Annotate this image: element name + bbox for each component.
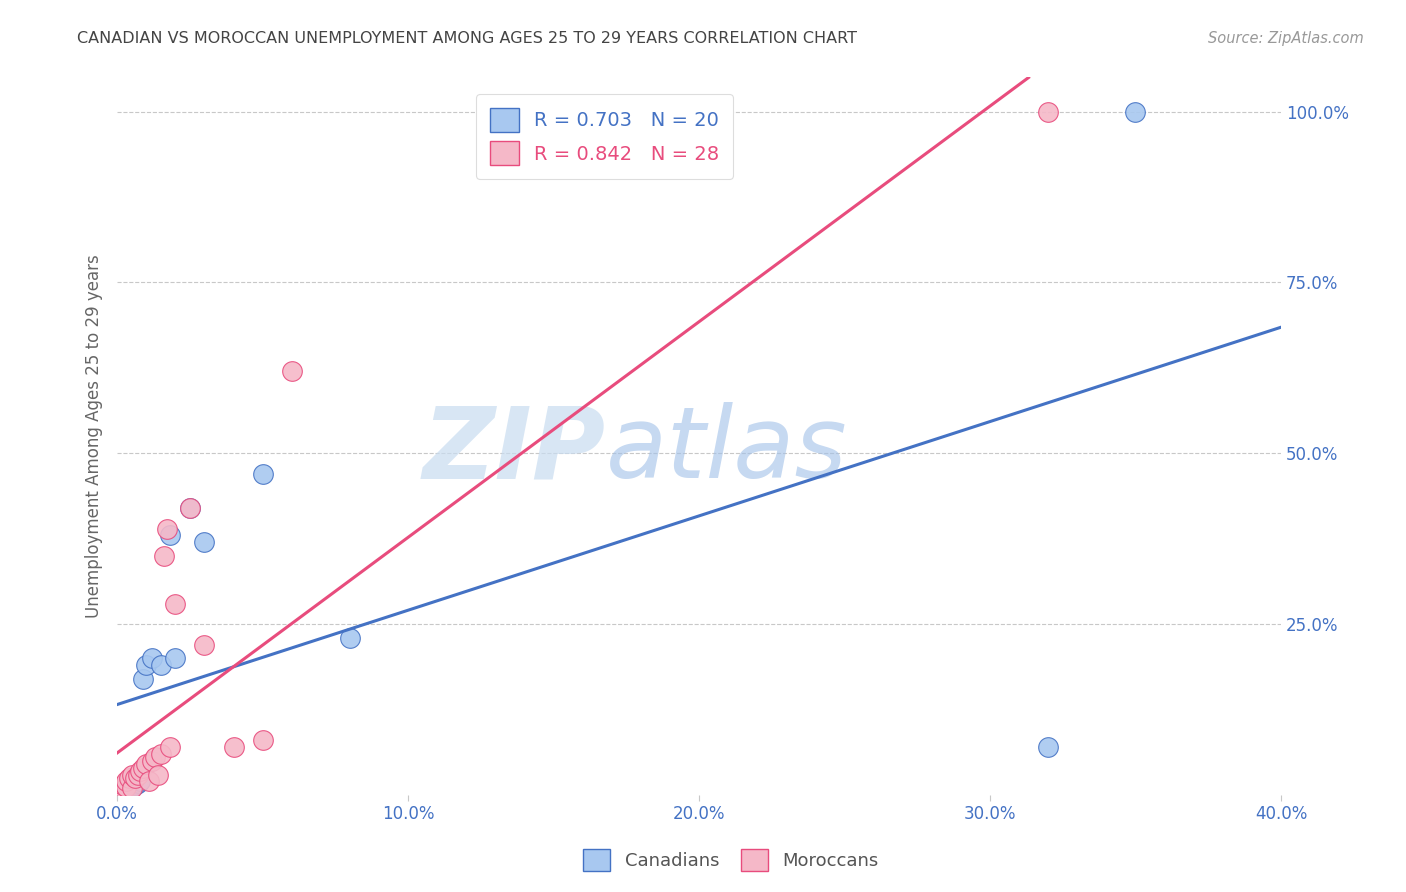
Point bbox=[193, 535, 215, 549]
Legend: R = 0.703   N = 20, R = 0.842   N = 28: R = 0.703 N = 20, R = 0.842 N = 28 bbox=[477, 95, 733, 178]
Point bbox=[124, 771, 146, 785]
Point bbox=[135, 757, 157, 772]
Point bbox=[129, 774, 152, 789]
Point bbox=[108, 784, 131, 798]
Point bbox=[141, 754, 163, 768]
Point bbox=[149, 658, 172, 673]
Legend: Canadians, Moroccans: Canadians, Moroccans bbox=[576, 842, 886, 879]
Point bbox=[152, 549, 174, 563]
Point bbox=[118, 771, 141, 785]
Point bbox=[132, 672, 155, 686]
Point bbox=[339, 631, 361, 645]
Point bbox=[127, 776, 149, 790]
Point bbox=[222, 740, 245, 755]
Point bbox=[159, 528, 181, 542]
Point bbox=[111, 781, 134, 796]
Text: ZIP: ZIP bbox=[423, 402, 606, 500]
Point bbox=[135, 658, 157, 673]
Point bbox=[165, 651, 187, 665]
Point bbox=[143, 750, 166, 764]
Text: atlas: atlas bbox=[606, 402, 848, 500]
Point bbox=[281, 364, 304, 378]
Point bbox=[127, 767, 149, 781]
Point bbox=[121, 780, 143, 794]
Point bbox=[111, 778, 134, 792]
Point bbox=[132, 761, 155, 775]
Point bbox=[146, 767, 169, 781]
Point bbox=[129, 764, 152, 779]
Point bbox=[124, 778, 146, 792]
Point bbox=[159, 740, 181, 755]
Point bbox=[1125, 104, 1147, 119]
Point bbox=[1038, 740, 1060, 755]
Point bbox=[193, 638, 215, 652]
Point bbox=[121, 781, 143, 796]
Point bbox=[138, 774, 160, 789]
Point bbox=[118, 781, 141, 796]
Point bbox=[252, 467, 274, 481]
Point bbox=[165, 597, 187, 611]
Point bbox=[115, 780, 138, 794]
Point bbox=[149, 747, 172, 761]
Point bbox=[141, 651, 163, 665]
Text: Source: ZipAtlas.com: Source: ZipAtlas.com bbox=[1208, 31, 1364, 46]
Point bbox=[115, 774, 138, 789]
Point bbox=[1038, 104, 1060, 119]
Point bbox=[115, 778, 138, 792]
Point bbox=[111, 781, 134, 796]
Point bbox=[121, 767, 143, 781]
Point bbox=[156, 522, 179, 536]
Point bbox=[252, 733, 274, 747]
Point bbox=[179, 501, 201, 516]
Point bbox=[108, 784, 131, 798]
Y-axis label: Unemployment Among Ages 25 to 29 years: Unemployment Among Ages 25 to 29 years bbox=[86, 254, 103, 618]
Text: CANADIAN VS MOROCCAN UNEMPLOYMENT AMONG AGES 25 TO 29 YEARS CORRELATION CHART: CANADIAN VS MOROCCAN UNEMPLOYMENT AMONG … bbox=[77, 31, 858, 46]
Point bbox=[179, 501, 201, 516]
